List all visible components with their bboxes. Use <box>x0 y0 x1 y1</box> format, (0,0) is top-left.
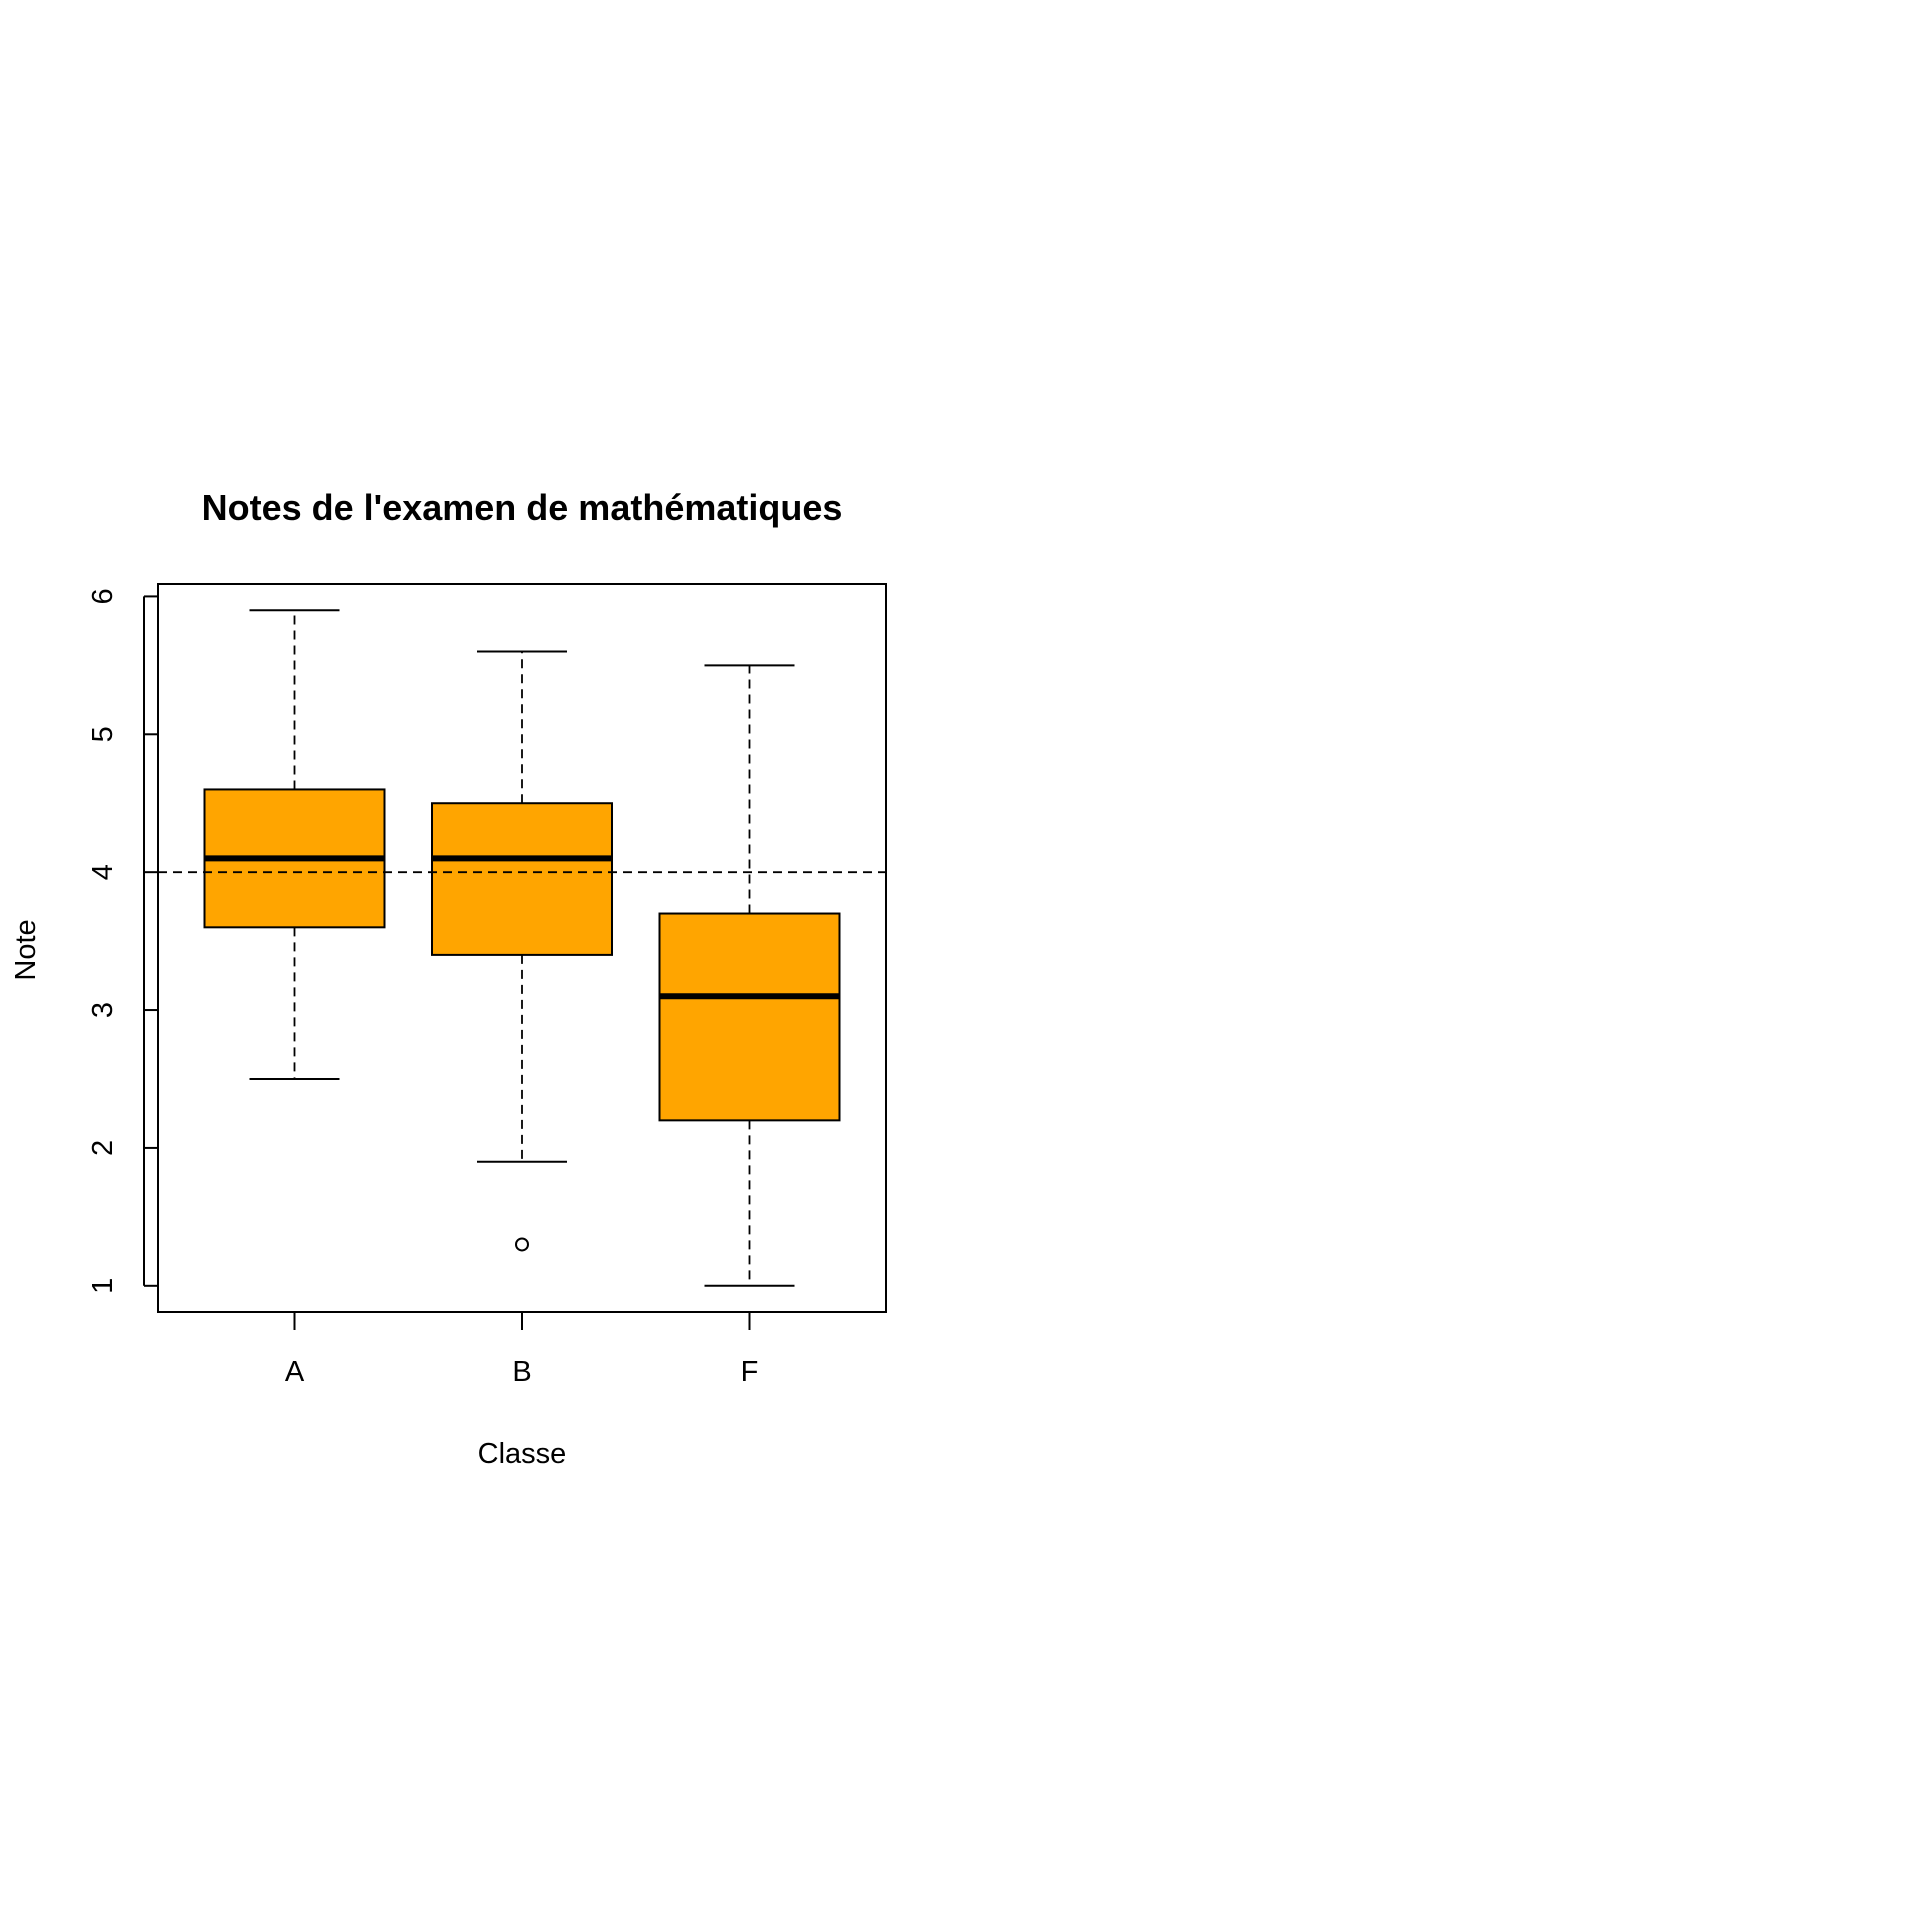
x-tick-label: A <box>285 1356 305 1388</box>
y-axis: 1 2 3 4 5 6 <box>87 588 158 1294</box>
iqr-box <box>658 912 841 1122</box>
chart-title: Notes de l'examen de mathématiques <box>202 487 843 528</box>
y-tick-label: 5 <box>87 726 119 742</box>
y-tick-label: 2 <box>87 1140 119 1156</box>
y-tick-label: 6 <box>87 588 119 604</box>
box-B <box>431 650 613 1252</box>
y-tick-label: 1 <box>87 1278 119 1294</box>
outlier-point <box>515 1237 529 1252</box>
y-tick-label: 3 <box>87 1002 119 1018</box>
iqr-box <box>431 802 613 956</box>
box-F <box>658 664 841 1287</box>
y-tick-label: 4 <box>87 864 119 880</box>
boxes <box>203 609 841 1287</box>
box-A <box>203 609 386 1080</box>
x-tick-label: B <box>512 1356 531 1388</box>
x-axis-label: Classe <box>478 1438 567 1470</box>
x-tick-label: F <box>741 1356 759 1388</box>
y-axis-label: Note <box>10 919 42 980</box>
